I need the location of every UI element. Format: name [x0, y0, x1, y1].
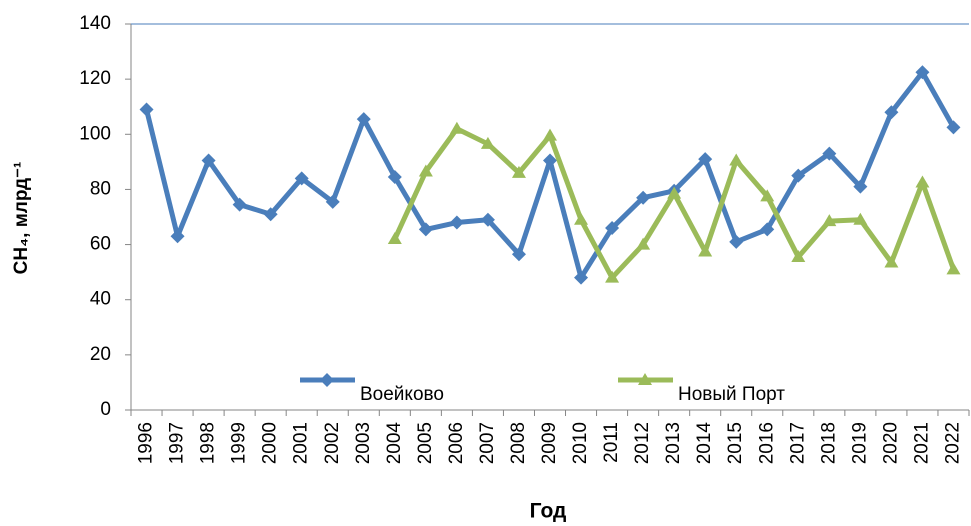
- x-tick-label: 2021: [911, 422, 932, 464]
- y-axis-title: CH₄, млрд⁻¹: [11, 162, 32, 275]
- point: [139, 102, 154, 117]
- point: [667, 186, 682, 199]
- point: [822, 146, 837, 161]
- point: [356, 112, 371, 127]
- legend-marker: [638, 373, 652, 385]
- x-tick-label: 2009: [539, 422, 560, 464]
- point: [605, 221, 620, 236]
- x-tick-label: 2014: [694, 422, 715, 465]
- legend-label: Новый Порт: [678, 384, 785, 405]
- x-tick-label: 2000: [260, 422, 281, 464]
- x-tick-label: 2018: [818, 422, 839, 464]
- point: [511, 247, 526, 262]
- y-tick-label: 20: [90, 344, 111, 365]
- point: [729, 153, 744, 166]
- point: [418, 222, 433, 237]
- point: [822, 214, 837, 227]
- point: [263, 207, 278, 222]
- point: [915, 65, 930, 80]
- point: [574, 270, 589, 285]
- x-tick-label: 1999: [229, 422, 250, 464]
- x-tick-label: 2001: [291, 422, 312, 464]
- point: [480, 212, 495, 227]
- point: [853, 212, 868, 225]
- point: [853, 179, 868, 194]
- point: [449, 121, 464, 134]
- y-tick-label: 100: [79, 123, 111, 144]
- x-tick-label: 2013: [663, 422, 684, 464]
- x-tick-label: 2006: [446, 422, 467, 464]
- y-tick-label: 40: [90, 289, 111, 310]
- legend-label: Воейково: [360, 384, 444, 405]
- point: [636, 237, 651, 250]
- x-tick-label: 2002: [322, 422, 343, 464]
- point: [698, 244, 713, 257]
- y-tick-label: 80: [90, 178, 111, 199]
- series-line: [392, 126, 956, 281]
- point: [760, 222, 775, 237]
- point: [946, 120, 961, 135]
- point: [387, 232, 402, 245]
- x-tick-label: 2004: [384, 422, 405, 465]
- y-tick-label: 120: [79, 68, 111, 89]
- point: [915, 175, 930, 188]
- point: [791, 249, 806, 262]
- point: [449, 215, 464, 230]
- y-tick-label: 140: [79, 13, 111, 34]
- point: [946, 262, 961, 275]
- x-tick-label: 2017: [787, 422, 808, 464]
- x-tick-label: 1996: [136, 422, 157, 464]
- point: [729, 234, 744, 249]
- x-tick-label: 2019: [849, 422, 870, 464]
- x-tick-label: 2011: [601, 422, 622, 463]
- point: [201, 153, 216, 168]
- point: [605, 270, 620, 283]
- x-tick-label: 2020: [880, 422, 901, 464]
- point: [543, 153, 557, 168]
- point: [636, 190, 651, 205]
- point: [511, 165, 526, 178]
- point: [574, 212, 589, 225]
- point: [387, 170, 402, 185]
- x-tick-label: 1997: [167, 422, 188, 464]
- x-tick-label: 2003: [353, 422, 374, 464]
- point: [232, 197, 247, 212]
- point: [760, 189, 775, 202]
- point: [791, 168, 806, 183]
- point: [884, 255, 899, 268]
- point: [170, 229, 185, 244]
- y-tick-label: 0: [100, 399, 111, 420]
- point: [884, 105, 899, 120]
- x-tick-label: 1998: [198, 422, 219, 464]
- x-tick-label: 2010: [570, 422, 591, 464]
- x-tick-label: 2005: [415, 422, 436, 464]
- x-tick-label: 2007: [477, 422, 498, 464]
- x-tick-label: 2016: [756, 422, 777, 464]
- x-tick-label: 2008: [508, 422, 529, 464]
- x-axis-title: Год: [530, 500, 567, 523]
- point: [480, 136, 495, 149]
- point: [698, 152, 713, 167]
- point: [325, 194, 340, 209]
- y-tick-label: 60: [90, 234, 111, 255]
- x-tick-label: 2022: [942, 422, 963, 464]
- point: [418, 164, 433, 177]
- series-line: [144, 69, 956, 281]
- legend-marker: [320, 373, 334, 387]
- x-tick-label: 2012: [632, 422, 653, 464]
- point: [543, 128, 557, 141]
- point: [294, 171, 309, 186]
- x-tick-label: 2015: [725, 422, 746, 464]
